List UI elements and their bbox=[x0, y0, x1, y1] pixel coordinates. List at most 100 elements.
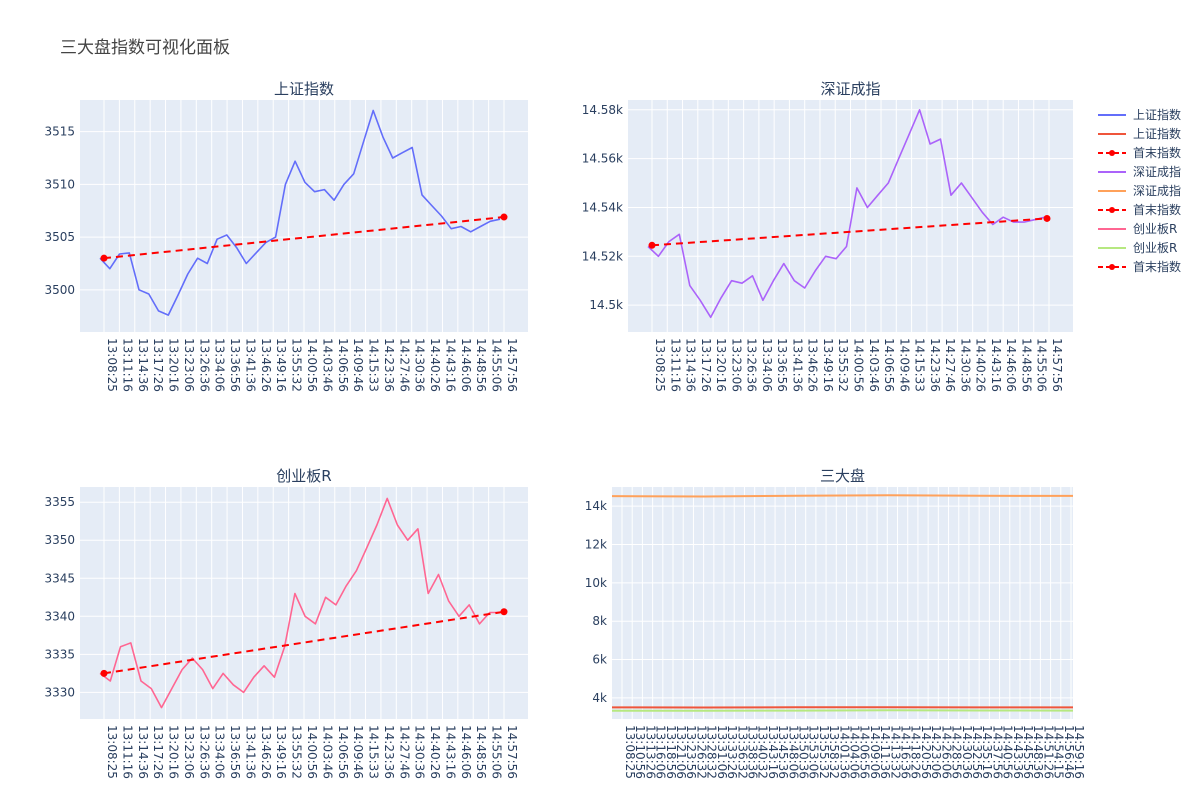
subplot-title: 上证指数 bbox=[274, 80, 334, 98]
y-tick-label: 3345 bbox=[44, 571, 75, 585]
chart-panel-shanghai: 13:08:25 13:11:16 13:14:36 13:17:26 13:20:16… bbox=[44, 80, 528, 392]
x-tick-label: 14:59:16 bbox=[1072, 725, 1086, 779]
x-tick-label: 14:23:36 bbox=[382, 725, 396, 779]
legend-label: 首末指数 bbox=[1133, 202, 1181, 217]
x-tick-label: 13:11:16 bbox=[668, 338, 682, 392]
legend-marker bbox=[1109, 150, 1115, 156]
legend-item[interactable]: 首末指数 bbox=[1098, 202, 1181, 217]
y-tick-label: 3335 bbox=[44, 647, 75, 661]
series-line-ov_chinext bbox=[611, 709, 1074, 712]
x-tick-label: 13:33:26 bbox=[725, 725, 739, 779]
x-tick-label: 14:46:06 bbox=[1004, 338, 1018, 392]
legend-item[interactable]: 创业板R bbox=[1098, 222, 1177, 236]
chart-panel-shenzhen: 13:08:25 13:11:16 13:14:36 13:17:26 13:20:16… bbox=[582, 80, 1073, 392]
x-tick-label: 13:50:36 bbox=[796, 725, 810, 779]
x-tick-label: 13:34:06 bbox=[760, 338, 774, 392]
legend-item[interactable]: 上证指数 bbox=[1098, 126, 1181, 141]
x-tick-label: 13:36:56 bbox=[228, 338, 242, 392]
x-tick-label: 14:43:36 bbox=[1011, 725, 1025, 779]
x-tick-label: 13:17:26 bbox=[699, 338, 713, 392]
y-tick-label: 14.58k bbox=[582, 103, 623, 117]
y-tick-label: 14k bbox=[585, 499, 607, 513]
legend-item[interactable]: 创业板R bbox=[1098, 241, 1177, 255]
y-tick-label: 6k bbox=[592, 653, 607, 667]
y-tick-label: 3355 bbox=[44, 495, 75, 509]
x-tick-label: 14:37:56 bbox=[990, 725, 1004, 779]
legend-item[interactable]: 深证成指 bbox=[1098, 183, 1181, 198]
y-tick-label: 10k bbox=[585, 576, 607, 590]
x-tick-label: 14:43:16 bbox=[443, 338, 457, 392]
x-tick-label: 13:41:36 bbox=[790, 338, 804, 392]
x-tick-label: 14:43:16 bbox=[989, 338, 1003, 392]
x-tick-label: 14:06:56 bbox=[336, 338, 350, 392]
x-tick-label: 13:49:16 bbox=[821, 338, 835, 392]
chart-panel-chinext: 13:08:25 13:11:16 13:14:36 13:17:26 13:20:16… bbox=[44, 467, 528, 779]
x-tick-label: 14:48:56 bbox=[474, 338, 488, 392]
legend-label: 创业板R bbox=[1133, 222, 1177, 236]
x-tick-label: 14:15:33 bbox=[367, 338, 381, 392]
x-tick-label: 13:13:26 bbox=[643, 725, 657, 779]
x-tick-label: 13:36:56 bbox=[228, 725, 242, 779]
x-tick-label: 14:06:56 bbox=[882, 338, 896, 392]
endpoint-marker-end bbox=[500, 608, 508, 616]
x-tick-label: 13:08:25 bbox=[105, 338, 119, 392]
x-tick-label: 14:57:56 bbox=[1050, 338, 1064, 392]
x-tick-label: 13:08:25 bbox=[653, 338, 667, 392]
series-line-ov_shenzhen bbox=[611, 494, 1074, 498]
x-tick-label: 14:46:06 bbox=[459, 725, 473, 779]
y-tick-label: 14.56k bbox=[582, 152, 623, 166]
x-tick-label: 14:09:06 bbox=[868, 725, 882, 779]
x-tick-label: 13:31:06 bbox=[715, 725, 729, 779]
legend-item[interactable]: 首末指数 bbox=[1098, 259, 1181, 274]
x-tick-label: 13:23:06 bbox=[182, 338, 196, 392]
endpoint-marker-start bbox=[648, 241, 656, 249]
x-tick-label: 13:55:32 bbox=[836, 338, 850, 392]
x-tick-label: 13:46:26 bbox=[259, 725, 273, 779]
y-tick-label: 3510 bbox=[44, 177, 75, 191]
x-tick-label: 13:58:32 bbox=[827, 725, 841, 779]
legend-marker bbox=[1109, 264, 1115, 270]
x-tick-label: 14:35:16 bbox=[980, 725, 994, 779]
x-tick-label: 14:30:36 bbox=[413, 338, 427, 392]
legend-label: 首末指数 bbox=[1133, 145, 1181, 160]
endpoint-marker-end bbox=[500, 213, 508, 221]
legend-item[interactable]: 上证指数 bbox=[1098, 107, 1181, 122]
x-tick-label: 13:10:56 bbox=[633, 725, 647, 779]
x-tick-label: 13:28:32 bbox=[705, 725, 719, 779]
y-tick-label: 3350 bbox=[44, 533, 75, 547]
x-tick-label: 14:23:36 bbox=[928, 338, 942, 392]
y-tick-label: 3340 bbox=[44, 609, 75, 623]
x-tick-label: 14:32:56 bbox=[970, 725, 984, 779]
x-tick-label: 14:11:36 bbox=[878, 725, 892, 779]
legend-label: 深证成指 bbox=[1133, 183, 1181, 198]
x-tick-label: 13:16:06 bbox=[654, 725, 668, 779]
x-tick-label: 13:26:32 bbox=[694, 725, 708, 779]
x-tick-label: 14:57:56 bbox=[505, 725, 519, 779]
x-tick-label: 13:14:36 bbox=[136, 338, 150, 392]
x-tick-label: 14:55:06 bbox=[1035, 338, 1049, 392]
x-tick-label: 14:30:36 bbox=[413, 725, 427, 779]
dashboard-title: 三大盘指数可视化面板 bbox=[60, 38, 230, 58]
x-tick-label: 14:26:06 bbox=[939, 725, 953, 779]
x-tick-label: 14:48:56 bbox=[1019, 338, 1033, 392]
legend-item[interactable]: 首末指数 bbox=[1098, 145, 1181, 160]
x-tick-label: 13:36:32 bbox=[735, 725, 749, 779]
x-tick-label: 14:06:56 bbox=[858, 725, 872, 779]
legend-item[interactable]: 深证成指 bbox=[1098, 164, 1181, 179]
x-tick-label: 13:45:36 bbox=[776, 725, 790, 779]
legend-label: 创业板R bbox=[1133, 241, 1177, 255]
x-tick-label: 14:27:46 bbox=[397, 338, 411, 392]
x-tick-label: 14:04:06 bbox=[848, 725, 862, 779]
x-tick-label: 14:27:46 bbox=[943, 338, 957, 392]
x-tick-label: 14:43:16 bbox=[443, 725, 457, 779]
x-tick-label: 13:46:26 bbox=[259, 338, 273, 392]
y-tick-label: 3505 bbox=[44, 230, 75, 244]
x-tick-label: 14:18:26 bbox=[909, 725, 923, 779]
endpoint-marker-start bbox=[100, 669, 108, 677]
y-tick-label: 14.54k bbox=[582, 200, 623, 214]
x-tick-label: 14:55:06 bbox=[490, 725, 504, 779]
x-tick-label: 13:14:36 bbox=[684, 338, 698, 392]
y-tick-label: 14.5k bbox=[589, 298, 623, 312]
